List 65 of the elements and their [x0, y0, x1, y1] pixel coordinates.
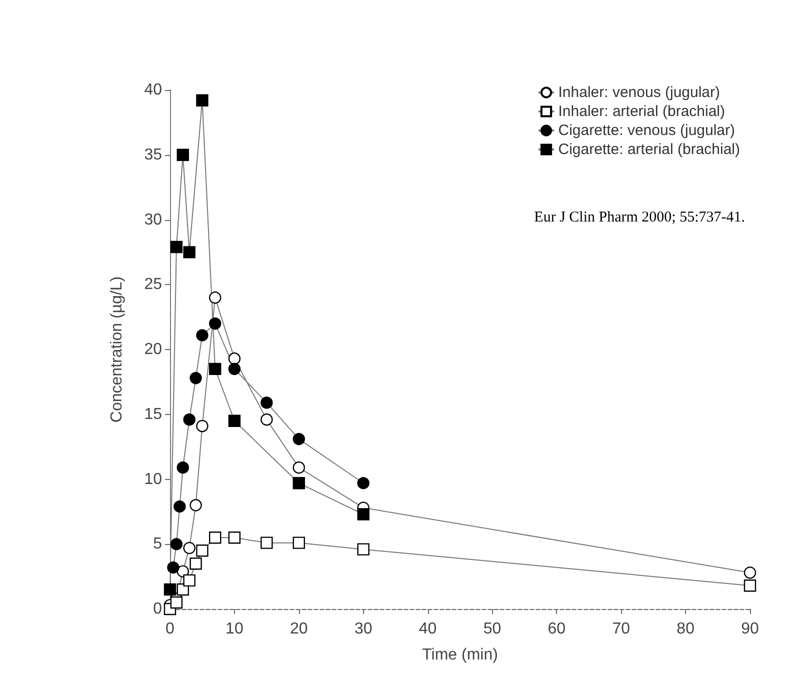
y-tick-label: 40 [144, 82, 162, 98]
x-tick-label: 70 [612, 620, 630, 638]
point [357, 477, 370, 490]
point [174, 500, 186, 513]
x-tick-label: 40 [418, 620, 437, 638]
x-tick-label: 0 [166, 620, 175, 638]
point [170, 596, 183, 609]
point [183, 542, 196, 554]
y-tick-label: 35 [144, 146, 162, 164]
y-tick-label: 30 [144, 211, 162, 228]
x-tick-label: 50 [483, 620, 502, 638]
point [292, 536, 305, 549]
point [196, 544, 208, 557]
point [183, 413, 196, 426]
x-tick-label: 60 [548, 620, 566, 638]
point [292, 432, 305, 446]
x-tick-label: 80 [676, 620, 695, 638]
point [167, 561, 180, 574]
legend-label: Cigarette: arterial (brachial) [558, 141, 740, 158]
legend-label: Cigarette: venous (jugular) [558, 122, 736, 139]
point [196, 329, 208, 342]
point [209, 292, 222, 304]
x-tick-label: 30 [354, 620, 372, 638]
point [183, 246, 196, 258]
point [292, 461, 305, 474]
point [209, 317, 222, 330]
point [170, 538, 183, 550]
legend-label: Inhaler: venous (jugular) [558, 84, 720, 101]
point [260, 536, 273, 549]
annotation: Eur J Clin Pharm 2000; 55:737-41. [534, 210, 745, 226]
y-tick-label: 0 [153, 600, 162, 618]
point [196, 420, 208, 432]
point [209, 362, 222, 376]
point [228, 532, 241, 544]
y-tick-label: 25 [144, 276, 162, 294]
point [357, 543, 370, 556]
y-tick-label: 5 [153, 536, 162, 553]
point [260, 396, 273, 409]
point [183, 574, 196, 587]
point [190, 557, 202, 570]
point [228, 362, 241, 376]
point [196, 94, 208, 106]
point [357, 508, 370, 520]
x-axis-title: Time (min) [422, 646, 498, 664]
x-tick-label: 10 [226, 620, 244, 638]
y-axis-title: Concentration (µg/L) [108, 276, 126, 423]
point [190, 372, 202, 384]
point [260, 413, 273, 426]
y-tick-label: 10 [144, 470, 162, 488]
point [190, 499, 202, 512]
point [292, 477, 305, 490]
x-tick-label: 20 [290, 620, 308, 638]
y-tick-label: 15 [144, 406, 162, 423]
point [176, 148, 189, 161]
point [744, 566, 756, 579]
legend-label: Inhaler: arterial (brachial) [558, 103, 726, 120]
point [164, 583, 176, 596]
point [744, 580, 756, 592]
point [209, 532, 222, 544]
y-tick-label: 20 [144, 341, 162, 358]
point [228, 414, 241, 427]
x-tick-label: 90 [741, 620, 759, 638]
point [228, 352, 241, 365]
point [176, 461, 189, 474]
point [170, 240, 183, 254]
